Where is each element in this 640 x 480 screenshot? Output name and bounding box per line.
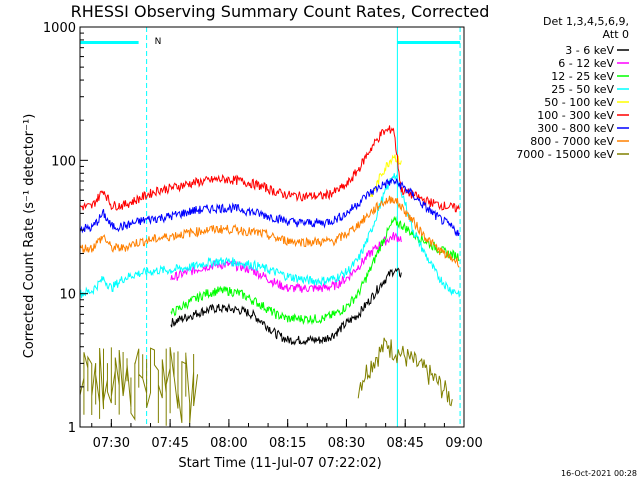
series-line-800-7000kev	[79, 195, 460, 268]
x-tick-label: 08:00	[210, 436, 247, 451]
y-tick-label: 1	[68, 421, 76, 436]
y-axis: 1 10 100 1000	[43, 21, 88, 436]
legend-entry-label: 25 - 50 keV	[551, 83, 614, 96]
plot-area: N	[79, 27, 461, 427]
legend-entry-label: 3 - 6 keV	[565, 44, 614, 57]
series-line-7000-15000-kev-flare	[357, 337, 453, 407]
night-bar-1	[80, 41, 139, 44]
legend-header-line-2: Att 0	[603, 28, 629, 41]
legend-entry-label: 300 - 800 keV	[537, 122, 614, 135]
legend-entry-label: 6 - 12 keV	[558, 57, 614, 70]
x-tick-label: 08:30	[328, 436, 365, 451]
x-axis-label: Start Time (11-Jul-07 07:22:02)	[178, 456, 381, 471]
legend-entry-label: 100 - 300 keV	[537, 109, 614, 122]
x-tick-label: 07:30	[93, 436, 130, 451]
series-line-100-300kev	[79, 125, 460, 213]
y-tick-label: 10	[59, 288, 76, 303]
series-line-300-800kev	[79, 177, 460, 237]
series-line-7000-15000-kev	[79, 347, 199, 426]
footer-date: 16-Oct-2021 00:28	[561, 469, 637, 478]
x-axis: 07:30 07:45 08:00 08:15 08:30 08:45 09:00	[91, 419, 483, 451]
legend-entry-label: 7000 - 15000 keV	[516, 148, 614, 161]
legend-header-line-1: Det 1,3,4,5,6,9,	[543, 15, 629, 28]
y-axis-label: Corrected Count Rate (s⁻¹ detector⁻¹)	[22, 114, 37, 359]
y-tick-label: 100	[51, 154, 76, 169]
night-bar-2	[397, 41, 461, 44]
legend-entry-label: 50 - 100 keV	[544, 96, 614, 109]
series-line-3-6kev	[170, 267, 402, 346]
x-tick-label: 08:15	[269, 436, 306, 451]
x-tick-label: 09:00	[445, 436, 482, 451]
legend-entry-label: 12 - 25 keV	[551, 70, 614, 83]
night-marker-label: N	[155, 37, 162, 47]
x-tick-label: 07:45	[151, 436, 188, 451]
plot-frame	[79, 26, 465, 428]
series-line-25-50kev	[79, 173, 460, 299]
legend-entry-label: 800 - 7000 keV	[530, 135, 614, 148]
series-line-6-12kev	[170, 232, 402, 293]
series-line-50-100kev	[370, 154, 402, 198]
series-line-12-25kev	[170, 215, 460, 326]
y-tick-label: 1000	[43, 21, 76, 36]
x-tick-label: 08:45	[386, 436, 423, 451]
chart-title: RHESSI Observing Summary Count Rates, Co…	[71, 2, 490, 21]
